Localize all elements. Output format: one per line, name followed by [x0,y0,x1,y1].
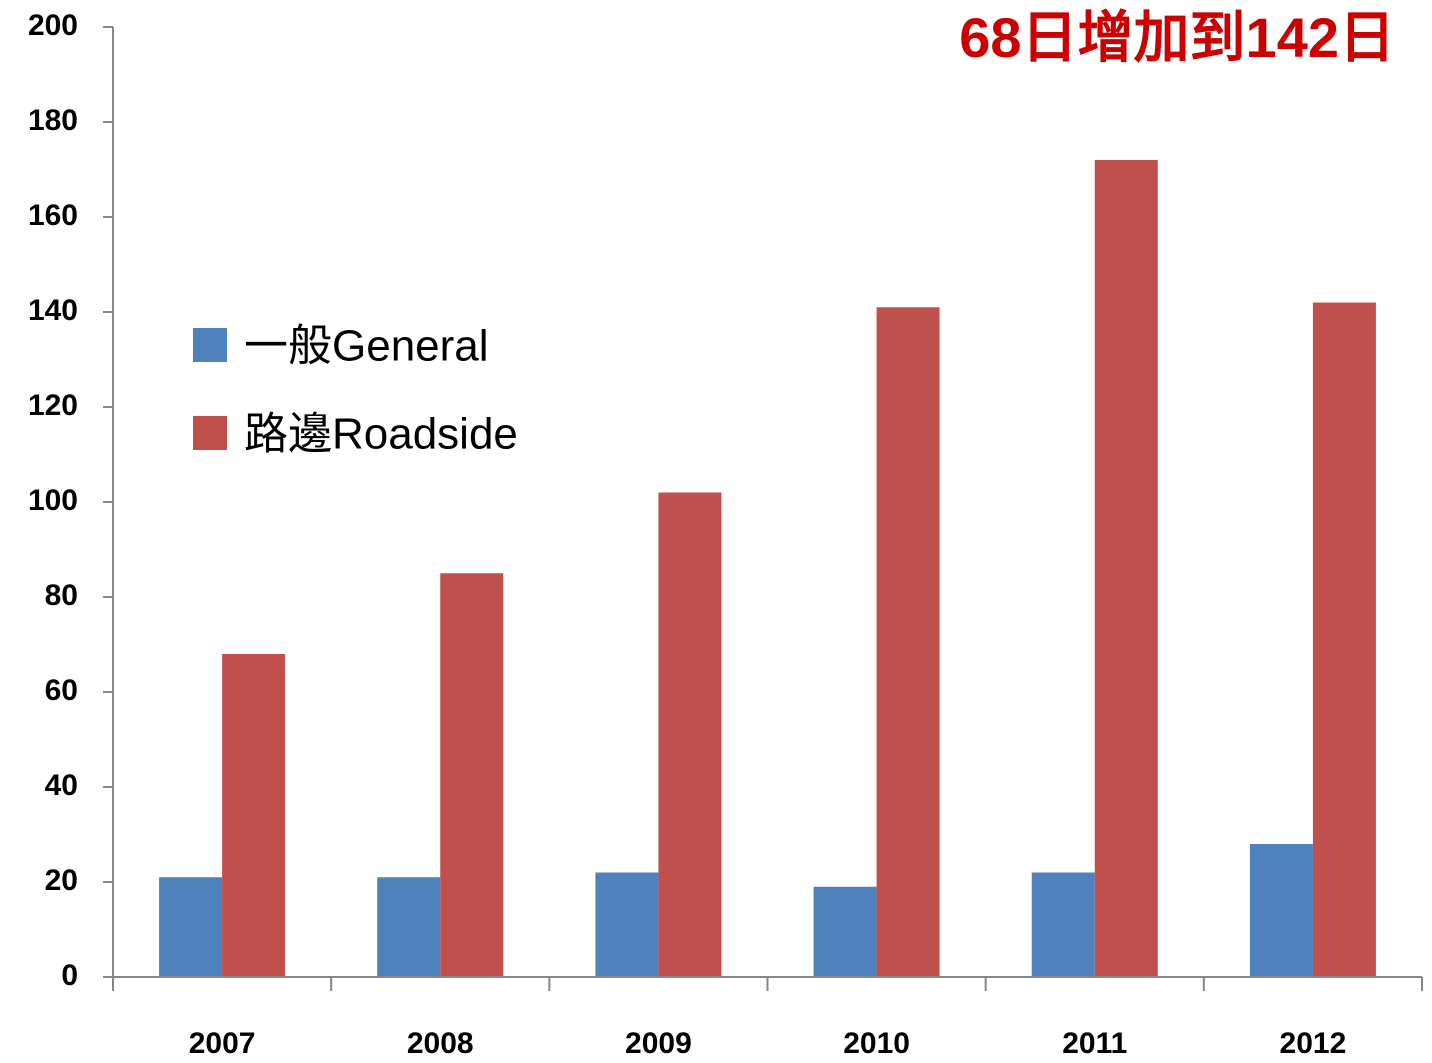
bar [1249,844,1313,977]
x-tick-label: 2012 [1280,1027,1347,1060]
bar [1031,872,1095,977]
y-tick-label: 100 [28,484,78,517]
x-tick-label: 2011 [1062,1027,1127,1060]
bar [440,573,504,977]
x-tick-label: 2007 [189,1027,256,1060]
y-tick-label: 140 [28,294,78,327]
bar [1312,302,1376,977]
y-tick-label: 160 [28,199,78,232]
y-tick-label: 0 [61,959,78,992]
legend-label: 路邊Roadside [244,410,518,459]
y-tick-label: 60 [45,674,78,707]
x-tick-label: 2010 [843,1027,910,1060]
legend-swatch [193,416,227,450]
x-tick-label: 2009 [625,1027,692,1060]
legend-swatch [193,328,227,362]
bar [159,877,223,977]
bar [377,877,441,977]
bar [876,307,940,977]
y-tick-label: 80 [45,579,78,612]
x-tick-label: 2008 [407,1027,474,1060]
bar [222,654,286,977]
bar [1094,160,1158,977]
annotation: 68日增加到142日 [959,6,1395,69]
y-tick-label: 120 [28,389,78,422]
y-tick-label: 20 [45,864,78,897]
bar [658,492,722,977]
bar [595,872,659,977]
y-tick-label: 200 [28,9,78,42]
legend-label: 一般General [244,322,489,371]
y-tick-label: 40 [45,769,78,802]
bar [813,886,877,977]
y-tick-label: 180 [28,104,78,137]
